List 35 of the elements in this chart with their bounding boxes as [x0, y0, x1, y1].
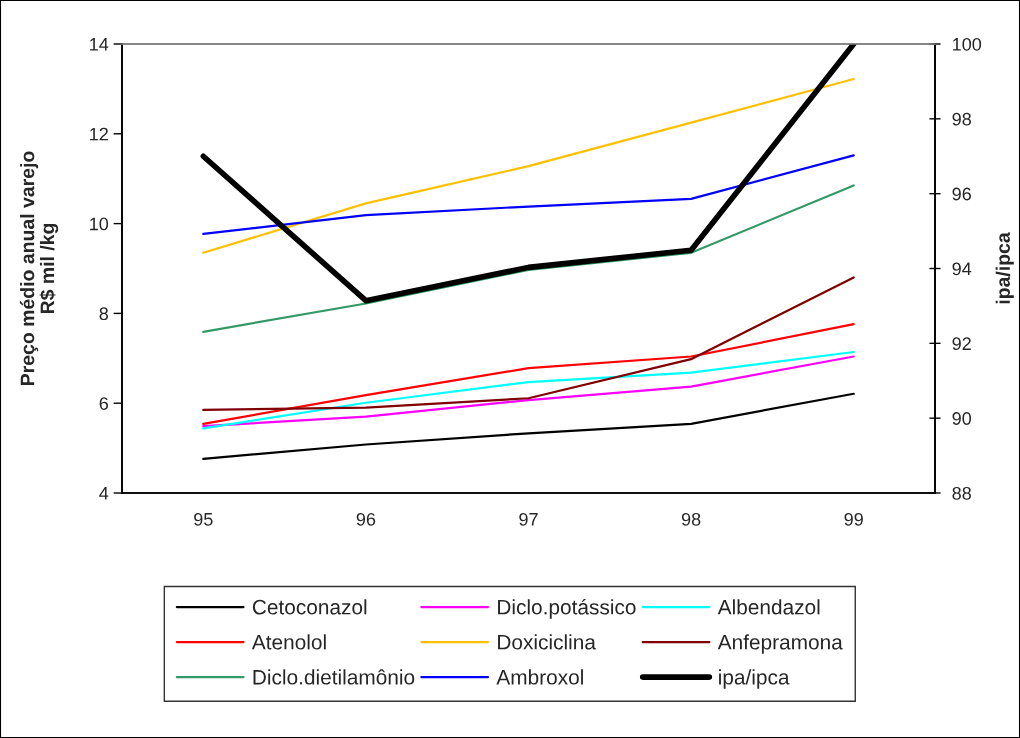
y2-tick-label: 88	[952, 486, 971, 500]
line-series	[202, 276, 855, 412]
line-series	[202, 154, 855, 236]
x-tick-label: 99	[844, 512, 863, 526]
line-series	[202, 184, 855, 333]
legend-label: Atenolol	[251, 634, 326, 650]
legend-label: Diclo.potássico	[498, 598, 636, 619]
y-tick-label: 14	[90, 38, 109, 51]
legend-label: Ambroxol	[496, 669, 583, 685]
y2-tick-label: 100	[953, 37, 982, 51]
legend-label: Diclo.dietilamônio	[253, 669, 415, 685]
legend-label: Albendazol	[717, 599, 820, 615]
x-tick-label: 96	[356, 512, 376, 526]
y-tick-label: 8	[99, 307, 109, 321]
y2-tick-label: 90	[952, 412, 972, 425]
legend-label: Anfepramona	[717, 634, 843, 654]
x-tick-label: 97	[519, 512, 538, 526]
line-series	[202, 392, 855, 460]
legend-label: Doxiciclina	[498, 634, 596, 650]
x-tick-label: 98	[681, 512, 701, 526]
line-series	[202, 77, 855, 254]
y-tick-label: 10	[90, 217, 109, 231]
y2-tick-label: 98	[952, 112, 971, 126]
y-tick-label: 4	[99, 487, 109, 500]
legend-label: ipa/ipca	[719, 669, 790, 689]
x-tick-label: 95	[194, 512, 213, 526]
y2-axis-title: ipa/ipca	[995, 232, 1014, 304]
y2-tick-label: 96	[952, 187, 971, 201]
y2-tick-label: 94	[952, 262, 972, 276]
legend-label: Cetoconazol	[252, 599, 367, 615]
line-series	[202, 323, 855, 425]
y2-tick-label: 92	[952, 337, 971, 351]
y-axis-title: Preço médio anual varejo R$ mil /kg	[19, 151, 59, 385]
y-tick-label: 6	[99, 397, 109, 410]
y-tick-label: 12	[90, 127, 108, 141]
